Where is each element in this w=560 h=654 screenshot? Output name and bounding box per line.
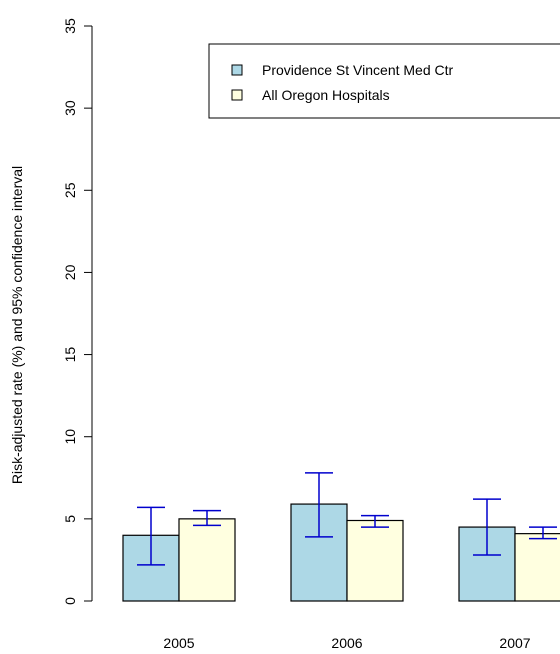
y-tick-label: 35 bbox=[62, 18, 78, 34]
bar bbox=[178, 518, 236, 602]
x-axis-labels: 2005 2006 2007 bbox=[163, 635, 530, 651]
y-tick-label: 25 bbox=[62, 182, 78, 198]
x-tick-label: 2006 bbox=[331, 635, 362, 651]
legend-label: Providence St Vincent Med Ctr bbox=[262, 62, 454, 78]
y-tick-label: 30 bbox=[62, 100, 78, 116]
y-tick-label: 20 bbox=[62, 264, 78, 280]
x-tick-label: 2005 bbox=[163, 635, 194, 651]
legend: Providence St Vincent Med Ctr All Oregon … bbox=[208, 43, 560, 119]
legend-box bbox=[208, 43, 560, 119]
legend-label: All Oregon Hospitals bbox=[262, 87, 390, 103]
bar bbox=[346, 519, 404, 602]
y-axis: 0 5 10 15 20 25 30 35 bbox=[62, 18, 93, 605]
bar bbox=[514, 533, 560, 602]
y-tick-label: 15 bbox=[62, 347, 78, 363]
y-tick-label: 10 bbox=[62, 429, 78, 445]
y-tick-label: 5 bbox=[62, 515, 78, 523]
bars-group bbox=[122, 503, 560, 602]
error-bars-group bbox=[137, 472, 557, 566]
legend-swatch bbox=[231, 64, 243, 76]
x-tick-label: 2007 bbox=[499, 635, 530, 651]
legend-swatch bbox=[231, 89, 243, 101]
y-tick-label: 0 bbox=[62, 597, 78, 605]
y-axis-title: Risk-adjusted rate (%) and 95% confidenc… bbox=[9, 166, 25, 484]
